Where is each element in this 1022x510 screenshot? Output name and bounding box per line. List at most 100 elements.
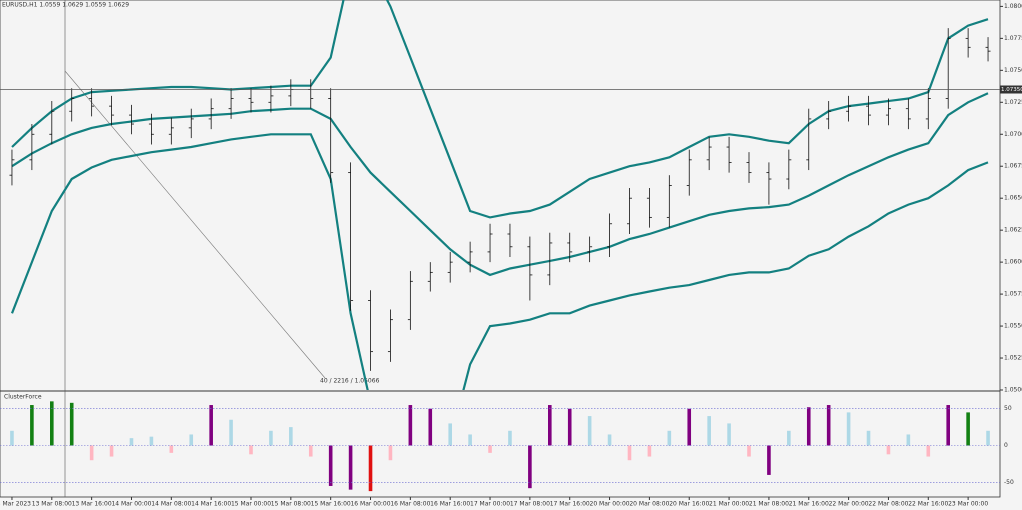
histogram-bar [946,405,950,446]
histogram-bar [229,419,233,446]
x-tick-label: 21 Mar 00:00 [709,501,749,508]
x-tick-label: 15 Mar 16:00 [311,501,351,508]
y-tick-label: 1.06500 [1004,195,1022,202]
histogram-bar [468,434,472,446]
histogram-bar [269,430,273,446]
histogram-bar [826,405,831,446]
histogram-bar [886,445,891,455]
y-tick-label: 1.07750 [1004,35,1022,42]
x-tick-label: 20 Mar 08:00 [629,501,669,508]
histogram-bar [289,427,293,446]
x-tick-label: 15 Mar 00:00 [231,501,271,508]
x-tick-label: 15 Mar 08:00 [271,501,311,508]
histogram-bar [109,445,114,457]
histogram-bar [587,416,592,446]
histogram-bar [149,436,154,446]
indicator-title: ClusterForce [4,394,42,401]
x-tick-label: 21 Mar 08:00 [749,501,789,508]
histogram-bar [448,423,452,446]
histogram-bar [627,445,632,461]
price-tag [1000,85,1022,94]
x-tick-label: 13 Mar 08:00 [32,501,72,508]
y-tick-label: 1.06750 [1004,163,1022,170]
price-panel [9,0,991,390]
histogram-bar [866,430,871,446]
chart-title: EURUSD,H1 1.0559 1.0629 1.0559 1.0629 [2,2,129,9]
x-tick-label: 17 Mar 08:00 [510,501,550,508]
histogram-bar [50,401,54,446]
histogram-bar [567,408,572,446]
y-tick-label: 0 [1004,442,1008,449]
histogram-bar [209,405,213,446]
plot-frame [0,0,1001,498]
x-tick-label: 22 Mar 00:00 [829,501,869,508]
x-tick-label: 16 Mar 00:00 [350,501,390,508]
histogram-bar [966,412,970,446]
histogram-bar [348,445,353,490]
y-tick-label: 50 [1004,405,1012,412]
histogram-bar [667,430,672,446]
histogram-bar [846,412,851,446]
y-tick-label: 1.05250 [1004,355,1022,362]
x-tick-label: 14 Mar 08:00 [151,501,191,508]
measure-line [64,70,326,379]
histogram-bar [906,434,911,446]
histogram-bar [169,445,174,453]
y-tick-label: 1.07000 [1004,131,1022,138]
histogram-bar [707,416,711,446]
y-tick-label: 1.06250 [1004,227,1022,234]
y-tick-label: 1.08000 [1004,3,1022,10]
histogram-bar [488,445,492,453]
x-tick-label: 17 Mar 16:00 [550,501,590,508]
x-tick-label: 14 Mar 00:00 [111,501,151,508]
band-line [10,133,989,390]
histogram-bar [428,408,433,446]
histogram-bar [308,445,313,457]
x-tick-label: 22 Mar 08:00 [868,501,908,508]
histogram-bar [926,445,931,457]
x-tick-label: 23 Mar 00:00 [948,501,988,508]
histogram-bar [528,445,532,489]
band-line [11,92,989,277]
histogram-bar [408,405,413,446]
histogram-bar [806,407,811,446]
histogram-bar [647,445,652,457]
histogram-bar [548,405,552,446]
y-tick-label: 1.07250 [1004,99,1022,106]
histogram-bar [767,445,771,475]
x-tick-label: 13 Mar 2023 [0,501,31,508]
y-tick-label: 1.05750 [1004,291,1022,298]
x-tick-label: 13 Mar 16:00 [72,501,112,508]
histogram-bar [189,434,194,446]
band-line [11,0,989,219]
histogram-bar [986,430,990,446]
histogram-bar [30,405,34,446]
histogram-bar [10,430,14,446]
y-tick-label: 1.05500 [1004,323,1022,330]
price-tag-label: 1.07350 [1001,87,1022,93]
histogram-bar [69,402,74,446]
y-tick-label: 1.06000 [1004,259,1022,266]
x-tick-label: 22 Mar 16:00 [908,501,948,508]
y-tick-label: 1.07500 [1004,67,1022,74]
histogram-bar [249,445,253,455]
histogram-bar [747,445,751,457]
x-tick-label: 16 Mar 16:00 [430,501,470,508]
histogram-bar [388,445,393,461]
histogram-bar [787,430,791,446]
histogram-bar [727,423,731,446]
histogram-bar [607,434,612,446]
x-tick-label: 21 Mar 16:00 [789,501,829,508]
x-tick-label: 16 Mar 08:00 [390,501,430,508]
indicator-panel [10,401,990,492]
x-tick-label: 20 Mar 16:00 [669,501,709,508]
histogram-bar [508,430,512,446]
x-tick-label: 20 Mar 00:00 [590,501,630,508]
measure-label: 40 / 2216 / 1.05066 [320,378,380,385]
histogram-bar [129,438,134,446]
x-tick-label: 17 Mar 00:00 [470,501,510,508]
histogram-bar [328,445,333,486]
histogram-bar [368,445,373,492]
